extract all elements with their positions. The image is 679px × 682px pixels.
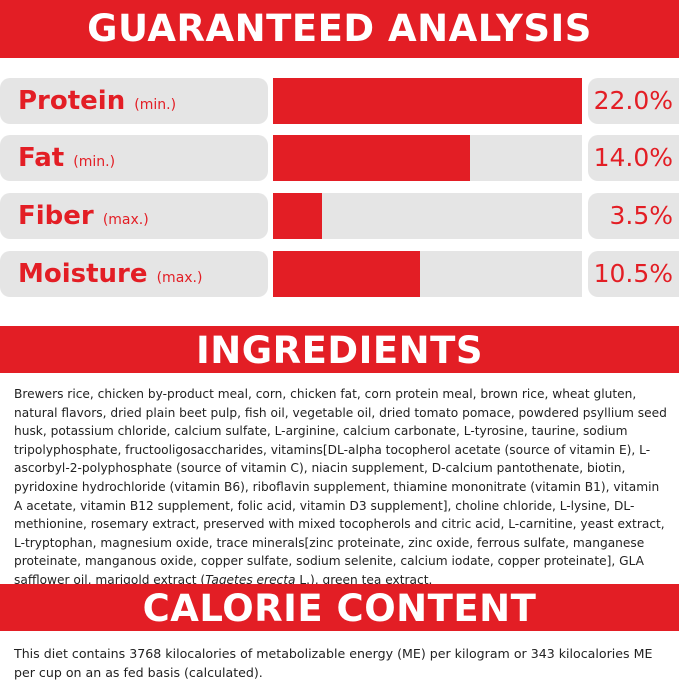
- nutrient-row: Moisture (max.) 10.5%: [0, 251, 679, 297]
- bar-track: [273, 135, 582, 181]
- nutrient-label: Fiber (max.): [0, 193, 268, 239]
- bar: [273, 135, 470, 181]
- nutrient-qualifier: (min.): [134, 97, 177, 113]
- bar-track: [273, 193, 582, 239]
- nutrient-label: Moisture (max.): [0, 251, 268, 297]
- text: L.), green tea extract.: [295, 572, 433, 587]
- nutrient-value: 14.0%: [588, 135, 679, 181]
- nutrient-label: Protein (min.): [0, 78, 268, 124]
- section-header: GUARANTEED ANALYSIS: [0, 0, 679, 58]
- nutrient-name: Protein: [18, 86, 126, 116]
- nutrient-value: 22.0%: [588, 78, 679, 124]
- nutrient-row: Protein (min.) 22.0%: [0, 78, 679, 124]
- nutrient-value: 3.5%: [588, 193, 679, 239]
- nutrient-row: Fiber (max.) 3.5%: [0, 193, 679, 239]
- nutrient-qualifier: (max.): [156, 270, 203, 286]
- section-header: INGREDIENTS: [0, 326, 679, 373]
- calorie-text: This diet contains 3768 kilocalories of …: [14, 646, 653, 680]
- nutrient-label: Fat (min.): [0, 135, 268, 181]
- text: Brewers rice, chicken by-product meal, c…: [14, 387, 667, 587]
- nutrient-value: 10.5%: [588, 251, 679, 297]
- bar: [273, 251, 421, 297]
- nutrient-qualifier: (min.): [73, 154, 116, 170]
- ingredients-text: Brewers rice, chicken by-product meal, c…: [14, 385, 668, 590]
- section-header: CALORIE CONTENT: [0, 584, 679, 631]
- nutrient-name: Fiber: [18, 201, 94, 231]
- bar: [273, 78, 582, 124]
- nutrient-qualifier: (max.): [102, 212, 149, 228]
- bar-track: [273, 251, 582, 297]
- bar-track: [273, 78, 582, 124]
- bar: [273, 193, 323, 239]
- nutrient-name: Fat: [18, 143, 65, 173]
- text: Tagetes erecta: [205, 572, 296, 587]
- nutrient-name: Moisture: [18, 259, 148, 289]
- nutrient-row: Fat (min.) 14.0%: [0, 135, 679, 181]
